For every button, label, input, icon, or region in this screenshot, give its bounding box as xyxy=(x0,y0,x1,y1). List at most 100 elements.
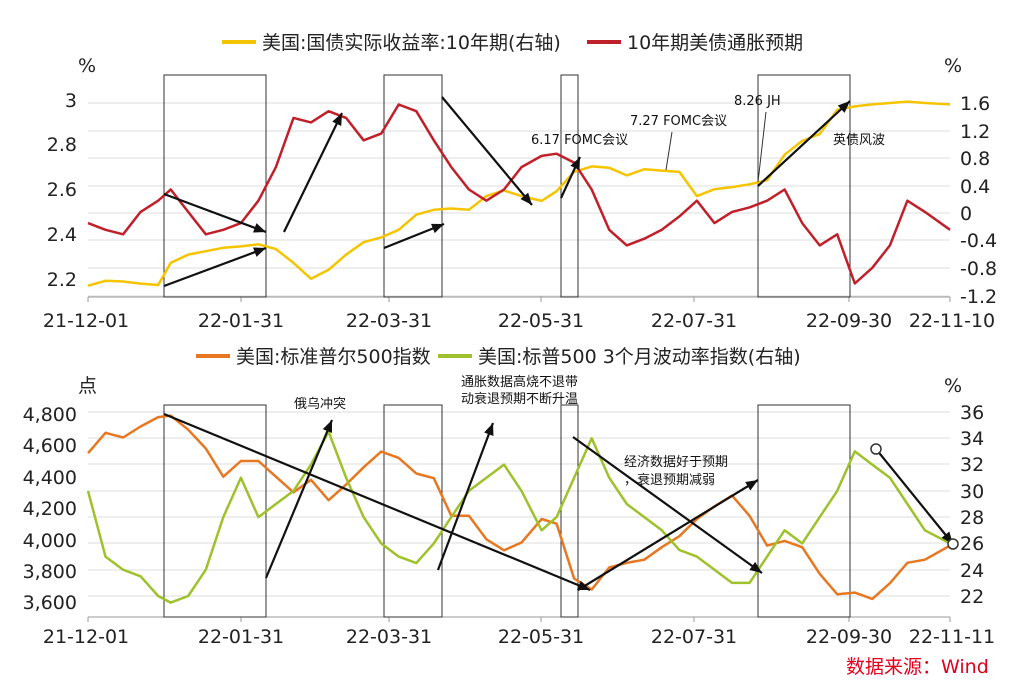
left-tick-label-6: 3,600 xyxy=(23,592,77,614)
x-tick-label-4: 22-07-31 xyxy=(651,310,737,332)
trend-arrow-line-2 xyxy=(283,112,343,233)
annotation-leader-0727 xyxy=(665,131,673,171)
trend-arrow-line-0 xyxy=(163,192,267,234)
bottom-left-axis-unit: 点 xyxy=(78,375,97,397)
annotation-data-beat-line1: 经济数据好于预期 xyxy=(624,455,728,470)
left-tick-label-1: 2.8 xyxy=(47,134,77,156)
bottom-trend-arrows xyxy=(163,412,954,592)
right-tick-label-6: -0.8 xyxy=(960,258,997,280)
legend-volatility: 美国:标普500 3个月波动率指数(右轴) xyxy=(478,346,801,368)
trend-arrow-head-4 xyxy=(520,192,532,205)
right-tick-label-1: 34 xyxy=(960,428,984,450)
right-tick-label-4: 0 xyxy=(960,203,972,225)
right-tick-label-3: 0.4 xyxy=(960,176,990,198)
left-tick-label-4: 2.2 xyxy=(47,269,77,291)
annotation-fomc-0617: 6.17 FOMC会议 xyxy=(531,133,628,148)
left-tick-label-3: 4,200 xyxy=(23,498,77,520)
trend-arrow-head-1 xyxy=(253,247,266,257)
right-tick-label-5: 26 xyxy=(960,533,984,555)
bottom-chart: 4,800 4,600 4,400 4,200 4,000 3,800 3,600 36 34 3… xyxy=(23,346,996,648)
top-trend-arrows xyxy=(163,96,851,288)
highlight-box-2 xyxy=(560,404,579,618)
x-tick-label-3: 22-05-31 xyxy=(498,310,584,332)
left-tick-label-5: 3,800 xyxy=(23,561,77,583)
annotation-fomc-0727: 7.27 FOMC会议 xyxy=(630,114,727,129)
trend-arrow-line-1 xyxy=(163,246,267,288)
right-tick-label-0: 1.6 xyxy=(960,93,990,115)
legend-real-yield: 美国:国债实际收益率:10年期(右轴) xyxy=(262,32,561,54)
trend-arrow-head-1 xyxy=(322,420,332,433)
trend-arrow-head-2 xyxy=(332,113,342,126)
annotation-leader-jh xyxy=(757,111,767,183)
series-line-0 xyxy=(87,100,951,287)
data-source: 数据来源：Wind xyxy=(846,656,989,678)
trend-arrow-line-5 xyxy=(875,448,954,545)
bottom-right-axis-unit: % xyxy=(944,375,962,397)
x-tick-label-5: 22-09-30 xyxy=(806,310,892,332)
annotation-uk-gilt-turmoil: 英债风波 xyxy=(833,133,885,148)
bottom-legend: 美国:标准普尔500指数 美国:标普500 3个月波动率指数(右轴) xyxy=(196,346,801,368)
trend-arrow-line-4 xyxy=(441,96,533,206)
x-tick-label-4: 22-07-31 xyxy=(651,626,737,648)
right-tick-label-7: -1.2 xyxy=(960,286,997,308)
x-tick-label-0: 21-12-01 xyxy=(43,310,129,332)
x-tick-label-1: 22-01-31 xyxy=(198,310,284,332)
top-tick-labels: 3 2.8 2.6 2.4 2.2 1.6 1.2 0.8 0.4 0 -0.4 -0.8 -1.2 21… xyxy=(43,90,997,332)
trend-arrow-head-3 xyxy=(431,223,444,234)
trend-arrow-line-6 xyxy=(757,100,851,187)
annotation-inflation-line1: 通胀数据高烧不退带 xyxy=(461,374,578,390)
top-left-axis-unit: % xyxy=(78,55,96,77)
annotation-jackson-hole: 8.26 JH xyxy=(734,94,781,109)
trend-arrow-line-3 xyxy=(577,479,759,591)
trend-arrow-line-1 xyxy=(264,419,334,579)
x-tick-label-2: 22-03-31 xyxy=(346,310,432,332)
trend-arrow-head-5 xyxy=(570,157,580,170)
top-right-axis-unit: % xyxy=(944,55,962,77)
x-tick-label-6: 22-11-11 xyxy=(909,626,995,648)
marker-circle-peak xyxy=(870,443,882,455)
annotation-data-beat-line2: ，衰退预期减弱 xyxy=(624,472,715,488)
right-tick-label-4: 28 xyxy=(960,507,984,529)
x-tick-label-2: 22-03-31 xyxy=(346,626,432,648)
right-tick-label-3: 30 xyxy=(960,481,984,503)
right-tick-label-6: 24 xyxy=(960,560,984,582)
left-tick-label-2: 4,400 xyxy=(23,467,77,489)
right-tick-label-1: 1.2 xyxy=(960,121,990,143)
x-tick-label-3: 22-05-31 xyxy=(498,626,584,648)
x-tick-label-0: 21-12-01 xyxy=(43,626,129,648)
marker-circle-end xyxy=(947,538,959,550)
left-tick-label-4: 4,000 xyxy=(23,530,77,552)
legend-sp500: 美国:标准普尔500指数 xyxy=(236,346,431,368)
series-line-1 xyxy=(87,103,951,285)
top-annotations: 6.17 FOMC会议 7.27 FOMC会议 8.26 JH 英债风波 xyxy=(531,94,885,183)
highlight-box-3 xyxy=(757,404,851,618)
left-tick-label-0: 4,800 xyxy=(23,404,77,426)
series-line-1 xyxy=(86,430,951,604)
right-tick-label-2: 32 xyxy=(960,454,984,476)
trend-arrow-head-4 xyxy=(749,561,762,573)
right-tick-label-7: 22 xyxy=(960,586,984,608)
highlight-box-1 xyxy=(383,404,443,618)
trend-arrow-line-2 xyxy=(436,422,495,571)
left-tick-label-3: 2.4 xyxy=(47,224,77,246)
trend-arrow-line-0 xyxy=(163,412,591,592)
left-tick-label-2: 2.6 xyxy=(47,179,77,201)
highlight-box-0 xyxy=(163,404,267,618)
trend-arrow-head-0 xyxy=(253,223,266,233)
right-tick-label-2: 0.8 xyxy=(960,148,990,170)
trend-arrow-line-4 xyxy=(572,436,763,574)
trend-arrow-head-2 xyxy=(484,423,494,436)
top-chart: 3 2.8 2.6 2.4 2.2 1.6 1.2 0.8 0.4 0 -0.4 -0.8 -1.2 21… xyxy=(43,32,997,332)
bottom-series-lines xyxy=(86,414,951,604)
trend-arrow-head-6 xyxy=(837,101,850,113)
right-tick-label-0: 36 xyxy=(960,402,984,424)
annotation-russia-ukraine: 俄乌冲突 xyxy=(294,396,346,412)
legend-inflation-expectation: 10年期美债通胀预期 xyxy=(627,32,803,54)
left-tick-label-1: 4,600 xyxy=(23,435,77,457)
x-tick-label-1: 22-01-31 xyxy=(198,626,284,648)
series-line-0 xyxy=(87,414,951,601)
annotation-inflation-line2: 动衰退预期不断升温 xyxy=(461,391,578,407)
x-tick-label-6: 22-11-10 xyxy=(909,310,995,332)
top-series-lines xyxy=(87,100,951,287)
